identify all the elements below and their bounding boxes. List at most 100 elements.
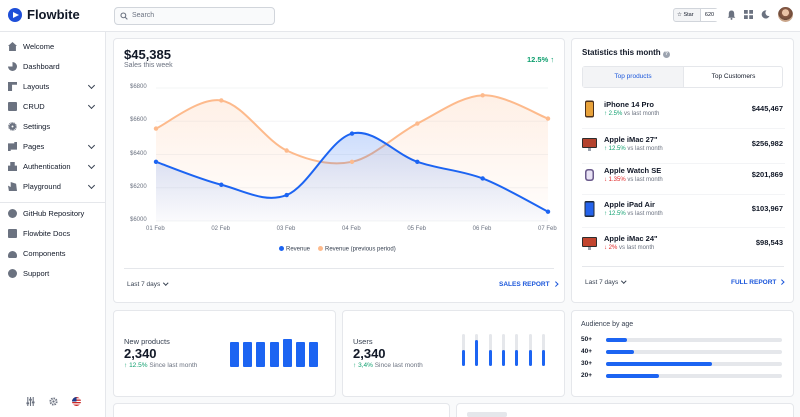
product-change: 12.5% (608, 211, 626, 217)
sidebar-item-flowbite-docs[interactable]: Flowbite Docs (0, 226, 106, 242)
sidebar-item-settings[interactable]: Settings (0, 119, 106, 135)
mini-bar[interactable] (541, 350, 545, 366)
layout-icon (8, 82, 17, 91)
mini-bar[interactable] (501, 350, 505, 366)
sidebar-item-pages[interactable]: Pages (0, 139, 106, 155)
chevron-down-icon (87, 101, 96, 110)
us-flag-icon[interactable] (72, 397, 81, 406)
mini-bar[interactable] (230, 341, 239, 367)
search-input[interactable]: Search (114, 7, 275, 25)
tab-top-customers[interactable]: Top Customers (683, 67, 783, 87)
stats-period-dropdown[interactable]: Last 7 days (585, 278, 627, 286)
audience-bar-track (606, 374, 782, 378)
mini-bar[interactable] (462, 350, 465, 366)
sidebar-item-authentication[interactable]: Authentication (0, 159, 106, 175)
tab-top-products[interactable]: Top products (583, 67, 683, 87)
chevron-down-icon (621, 278, 627, 284)
bottom-card-right (456, 403, 794, 417)
sliders-icon[interactable] (26, 397, 35, 406)
bell-icon[interactable] (727, 10, 736, 20)
data-point[interactable] (153, 126, 159, 131)
moon-icon[interactable] (761, 10, 770, 19)
data-point[interactable] (284, 148, 289, 153)
data-point[interactable] (219, 182, 224, 187)
data-point[interactable] (415, 159, 420, 165)
row-divider (582, 163, 785, 164)
product-row[interactable]: Apple iMac 24" ↓ 2% vs last month $98,54… (582, 230, 785, 263)
github-icon (8, 209, 17, 218)
data-point[interactable] (545, 209, 551, 214)
github-star-button[interactable]: ☆ Star 620 (673, 8, 718, 22)
data-point[interactable] (480, 93, 485, 98)
bottom-card-title-placeholder (467, 412, 507, 417)
mini-bar[interactable] (475, 339, 479, 366)
info-icon[interactable]: ? (662, 51, 670, 58)
product-row[interactable]: Apple Watch SE ↓ 1.35% vs last month $20… (582, 162, 785, 195)
sidebar-item-components[interactable]: Components (0, 246, 106, 262)
data-point[interactable] (349, 159, 355, 165)
sales-period-dropdown[interactable]: Last 7 days (127, 280, 169, 288)
brand-name[interactable]: Flowbite (27, 7, 80, 22)
product-change-suffix: vs last month (627, 211, 663, 217)
x-tick-label: 04 Feb (342, 226, 361, 232)
home-icon (8, 42, 17, 51)
sales-report-link[interactable]: SALES REPORT (499, 281, 558, 288)
product-value: $256,982 (751, 139, 783, 148)
sidebar-item-layouts[interactable]: Layouts (0, 79, 106, 95)
data-point[interactable] (284, 192, 289, 198)
flowbite-logo-icon[interactable] (8, 8, 22, 22)
sidebar-divider (0, 202, 106, 203)
data-point[interactable] (349, 131, 355, 136)
sidebar-item-dashboard[interactable]: Dashboard (0, 59, 106, 75)
audience-bar[interactable] (606, 362, 712, 366)
product-row[interactable]: Apple iPad Air ↑ 12.5% vs last month $10… (582, 196, 785, 229)
product-change-suffix: vs last month (627, 177, 663, 183)
card-divider (582, 266, 784, 267)
sidebar-item-label: Flowbite Docs (23, 229, 71, 238)
sidebar-item-crud[interactable]: CRUD (0, 99, 106, 115)
mini-bar[interactable] (296, 341, 305, 367)
mini-bar[interactable] (269, 341, 279, 367)
audience-bar[interactable] (606, 350, 635, 354)
book-icon (8, 229, 17, 238)
data-point[interactable] (480, 176, 485, 181)
audience-bar-track (606, 338, 782, 342)
product-change: 2.5% (608, 111, 623, 117)
sidebar-item-playground[interactable]: Playground (0, 179, 106, 195)
data-point[interactable] (545, 116, 551, 121)
star-count: 620 (700, 9, 718, 21)
apps-grid-icon[interactable] (744, 10, 753, 19)
data-point[interactable] (153, 159, 159, 165)
chevron-down-icon (87, 161, 96, 170)
mini-bar[interactable] (256, 341, 266, 367)
sidebar-item-github-repository[interactable]: GitHub Repository (0, 206, 106, 222)
document-icon (8, 102, 17, 111)
full-report-link[interactable]: FULL REPORT (731, 279, 785, 286)
legend-item-previous[interactable]: Revenue (previous period) (318, 246, 396, 253)
y-tick-label: $6000 (130, 217, 147, 223)
legend-item-revenue[interactable]: Revenue (279, 246, 310, 253)
audience-bar[interactable] (606, 374, 659, 378)
user-avatar[interactable] (778, 7, 793, 22)
ipad-thumbnail-icon (584, 201, 595, 217)
mini-bar[interactable] (515, 350, 519, 366)
sidebar-item-label: CRUD (23, 102, 45, 111)
sidebar-item-welcome[interactable]: Welcome (0, 39, 106, 55)
mini-bar[interactable] (488, 350, 492, 366)
new-products-change: ↑ 12.5% Since last month (124, 362, 197, 369)
audience-bar[interactable] (606, 338, 628, 342)
data-point[interactable] (415, 121, 420, 126)
arrow-up-icon: ↑ (604, 111, 609, 117)
product-value: $445,467 (751, 104, 783, 113)
mini-bar[interactable] (282, 339, 292, 367)
mini-bar[interactable] (243, 341, 253, 367)
audience-age-label: 30+ (581, 360, 593, 367)
mini-bar[interactable] (309, 341, 319, 367)
data-point[interactable] (219, 98, 224, 103)
mini-bar[interactable] (528, 350, 532, 366)
gear-icon[interactable] (49, 397, 58, 406)
arrow-down-icon: ↓ (604, 245, 609, 251)
product-row[interactable]: Apple iMac 27" ↑ 12.5% vs last month $25… (582, 131, 785, 164)
sidebar-item-support[interactable]: Support (0, 266, 106, 282)
product-row[interactable]: iPhone 14 Pro ↑ 2.5% vs last month $445,… (582, 96, 785, 129)
